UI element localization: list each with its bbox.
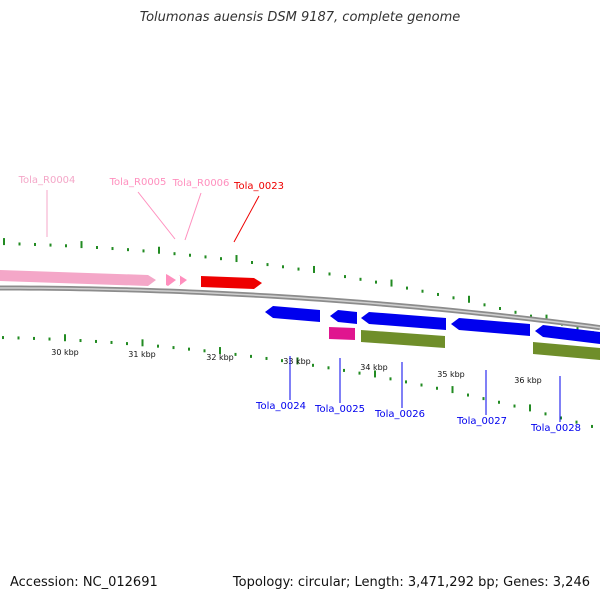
olive-gene-block: [533, 342, 600, 360]
olive-gene-block: [361, 330, 445, 348]
magenta-gene-block: [329, 327, 355, 340]
trna-feature-arrow: [179, 275, 187, 286]
blue-gene-arrow: [451, 318, 530, 336]
scale-label: 31 kbp: [128, 350, 156, 359]
trna-feature-arrow: [166, 274, 176, 286]
scale-label: 36 kbp: [514, 376, 542, 385]
scale-label: 34 kbp: [360, 363, 388, 372]
red-gene-arrow: [201, 276, 262, 289]
feature-label: Tola_R0006: [172, 178, 230, 189]
feature-leader-line: [137, 191, 176, 240]
feature-label: Tola_R0005: [109, 177, 167, 188]
feature-leader-line: [233, 195, 260, 243]
genome-summary-label: Topology: circular; Length: 3,471,292 bp…: [232, 575, 590, 590]
scale-label: 33 kbp: [283, 357, 311, 366]
blue-gene-arrow: [330, 310, 357, 324]
map-title: Tolumonas auensis DSM 9187, complete gen…: [139, 10, 461, 25]
accession-label: Accession: NC_012691: [10, 575, 158, 590]
feature-label: Tola_0024: [255, 401, 306, 412]
blue-gene-arrow: [361, 312, 446, 330]
genome-backbone-highlight: [0, 287, 600, 329]
scale-label: 32 kbp: [206, 353, 234, 362]
blue-gene-arrow: [535, 325, 600, 344]
feature-label: Tola_0026: [374, 409, 425, 420]
feature-label: Tola_0028: [530, 423, 581, 434]
feature-label: Tola_0027: [456, 416, 507, 427]
blue-gene-arrow: [265, 306, 320, 322]
scale-label: 30 kbp: [51, 348, 79, 357]
feature-label: Tola_0023: [233, 181, 284, 192]
genome-backbone: [0, 285, 600, 331]
feature-label: Tola_0025: [314, 404, 365, 415]
feature-label: Tola_R0004: [18, 175, 76, 186]
scale-label: 35 kbp: [437, 370, 465, 379]
rrna-feature-arrow: [0, 270, 156, 286]
feature-leader-line: [184, 192, 202, 241]
